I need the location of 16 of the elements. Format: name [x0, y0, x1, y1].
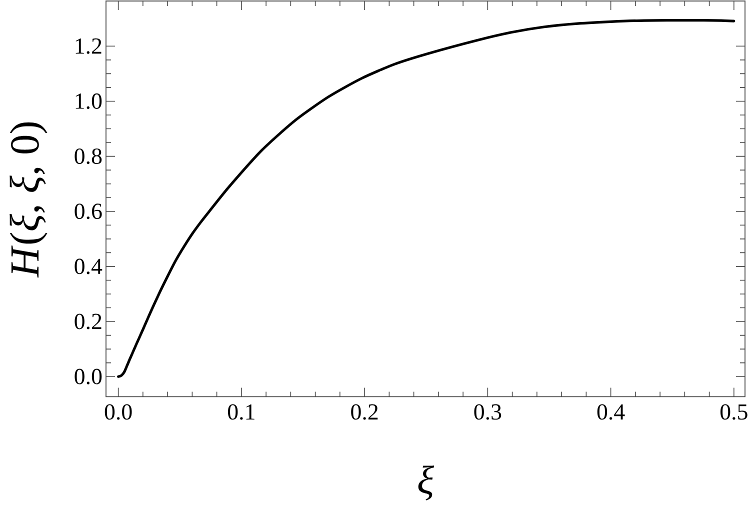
y-tick-label: 0.8	[74, 148, 102, 164]
x-tick-label: 0.2	[351, 404, 378, 420]
x-tick-label: 0.4	[597, 404, 625, 420]
x-axis-title: ξ	[418, 466, 434, 500]
y-axis-title: H(ξ, ξ, 0)	[10, 122, 48, 278]
y-tick-label: 1.2	[76, 38, 102, 54]
y-tick-label: 0.6	[74, 204, 102, 220]
line-series	[117, 18, 736, 378]
y-tick-label: 0.0	[74, 368, 102, 384]
y-tick-label: 0.4	[74, 258, 102, 274]
x-tick-label: 0.3	[474, 404, 502, 420]
y-tick-label: 1.0	[76, 93, 102, 110]
y-tick-label: 0.2	[74, 314, 102, 330]
x-tick-label: 0.1	[228, 404, 254, 420]
x-tick-label: 0.5	[720, 404, 748, 420]
x-tick-label: 0.0	[104, 404, 132, 420]
